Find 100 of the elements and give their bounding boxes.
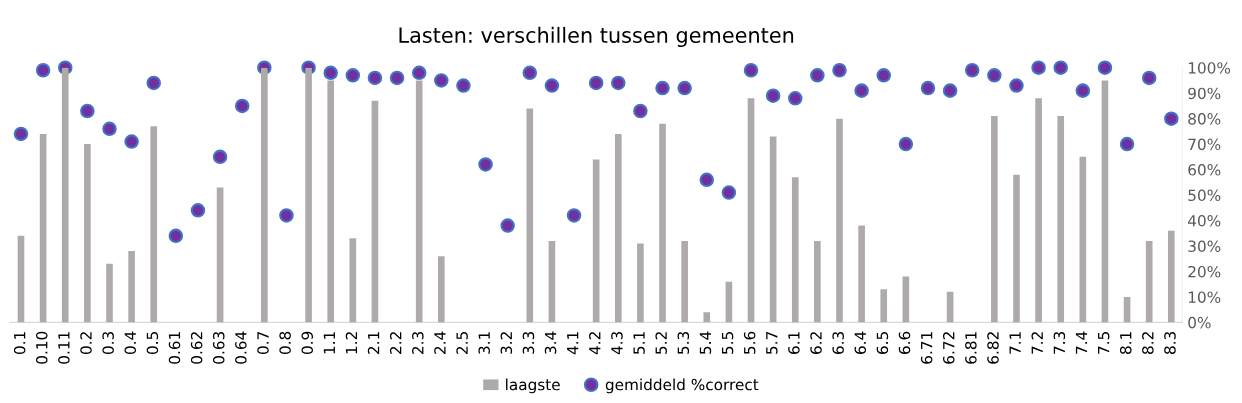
point [367,70,383,86]
point [964,63,980,78]
x-tick-label: 5.1 [633,332,645,354]
point [323,65,338,81]
point [389,70,405,86]
x-tick-label: 3.4 [544,331,557,354]
bar [39,133,47,323]
point [1031,60,1046,75]
x-tick-label: 5.7 [766,332,778,354]
x-tick-label: 5.2 [655,332,667,354]
x-tick-label: 2.3 [412,331,424,354]
x-tick-label: 6.2 [810,332,822,354]
y-tick-label: 0% [1188,316,1211,329]
point [102,121,117,137]
bar [106,263,113,323]
y-tick-label: 40% [1187,214,1221,227]
bar [1101,80,1109,323]
x-tick-label: 3.2 [500,332,513,354]
point [434,73,449,88]
x-tick-label: 6.5 [876,332,889,354]
bar [747,98,755,323]
x-tick-label: 0.5 [146,332,159,355]
chart-title: Lasten: verschillen tussen gemeenten [399,26,794,48]
x-tick-label: 0.11 [58,332,70,364]
x-tick-label: 0.63 [212,331,225,364]
point [500,218,515,233]
x-tick-label: 6.71 [920,332,933,364]
bar [1168,230,1175,323]
y-tick-label: 50% [1188,189,1221,202]
point [832,63,847,78]
point [677,80,692,96]
bar [17,235,25,323]
x-tick-label: 8.1 [1119,332,1132,354]
x-tick-label: 6.81 [965,332,977,364]
x-tick-label: 2.1 [367,332,380,354]
point [522,65,538,81]
point [456,78,471,93]
bar [1079,156,1087,323]
y-tick-label: 60% [1188,164,1221,176]
point [854,83,869,98]
y-tick-label: 10% [1188,291,1221,303]
point [168,228,184,244]
bar [814,240,821,323]
bar [128,251,135,323]
x-tick-label: 0.2 [80,332,92,355]
x-tick-label: 0.8 [279,331,291,355]
x-tick-label: 0.3 [102,331,114,355]
bar [1035,98,1042,323]
bar [261,67,268,323]
legend-label: laagste [506,378,560,394]
bar [84,144,91,323]
x-tick-label: 0.7 [257,332,269,355]
y-tick-label: 100% [1188,62,1231,74]
point [743,63,759,78]
point [655,80,670,96]
x-tick-label: 7.2 [1031,332,1043,354]
x-tick-label: 0.9 [301,331,314,355]
x-tick-label: 1.1 [323,332,335,354]
x-tick-label: 8.3 [1164,331,1176,354]
x-tick-label: 0.4 [124,331,137,355]
x-tick-label: 6.1 [788,332,800,354]
x-tick-label: 4.1 [567,332,579,355]
x-tick-label: 5.3 [677,331,690,354]
bar [592,159,600,323]
bar [1145,240,1153,323]
x-tick-label: 2.4 [434,331,446,354]
y-tick-label: 90% [1188,87,1221,100]
bar [769,136,777,323]
bar [349,238,357,323]
bar [150,126,158,323]
y-tick-label: 20% [1188,265,1221,278]
bar [791,177,799,323]
point [212,149,228,165]
point [1141,70,1157,86]
point [1097,60,1113,75]
point [1009,78,1024,93]
point [788,91,803,106]
x-tick-label: 2.5 [456,332,468,354]
bar [548,240,556,323]
bar [1013,174,1020,323]
bar [305,67,312,323]
point [1075,83,1091,98]
x-tick-label: 7.4 [1075,331,1088,354]
y-tick-label: 70% [1188,138,1221,151]
point [633,103,648,119]
bar [614,133,622,323]
bar [659,123,666,323]
point [124,134,139,149]
x-tick-label: 1.2 [345,332,358,354]
x-tick-label: 6.3 [832,331,844,354]
x-tick-label: 6.6 [898,331,911,354]
point [478,157,493,172]
point [544,78,560,93]
point [721,185,737,200]
legend-label: gemiddeld %correct [605,378,759,394]
point [898,136,914,152]
point [920,80,936,96]
x-tick-label: 6.72 [942,332,955,364]
point [80,103,95,119]
bar [858,225,865,323]
